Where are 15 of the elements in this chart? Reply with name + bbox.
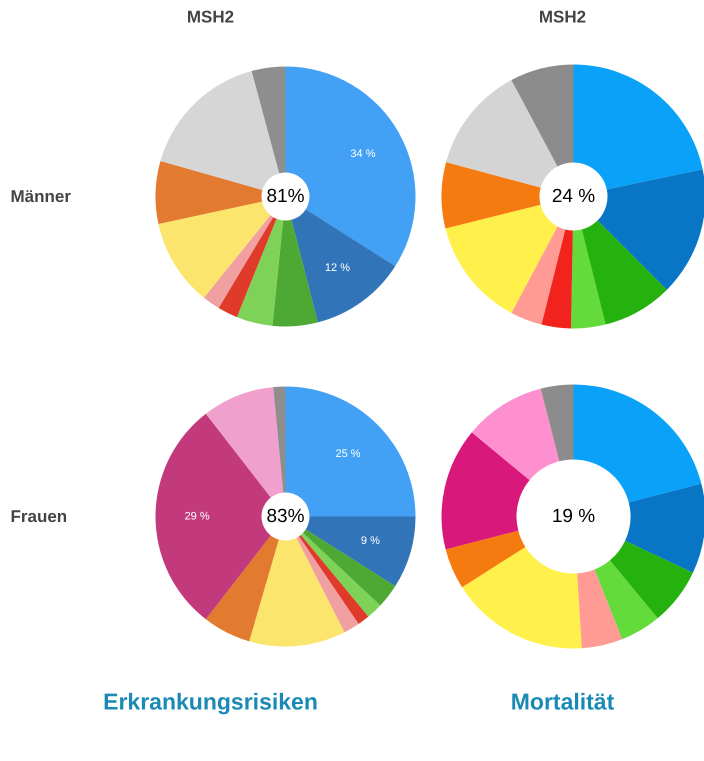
- text: 83%: [266, 506, 305, 527]
- data-label: 25 %: [335, 448, 361, 460]
- text: Erkrankungsrisiken: [103, 688, 318, 714]
- text: Mortalität: [510, 688, 615, 714]
- text: Frauen: [10, 507, 68, 526]
- text: 19 %: [552, 506, 596, 527]
- text: 81%: [266, 186, 305, 207]
- text: Männer: [10, 187, 72, 206]
- chart-title: MSH2: [186, 8, 234, 26]
- data-label: 29 %: [184, 510, 210, 522]
- chart-title: MSH2: [538, 8, 586, 26]
- data-label: 9 %: [360, 535, 380, 548]
- data-label: 12 %: [324, 262, 350, 274]
- data-label: 34 %: [350, 148, 376, 160]
- text: 24 %: [552, 186, 596, 207]
